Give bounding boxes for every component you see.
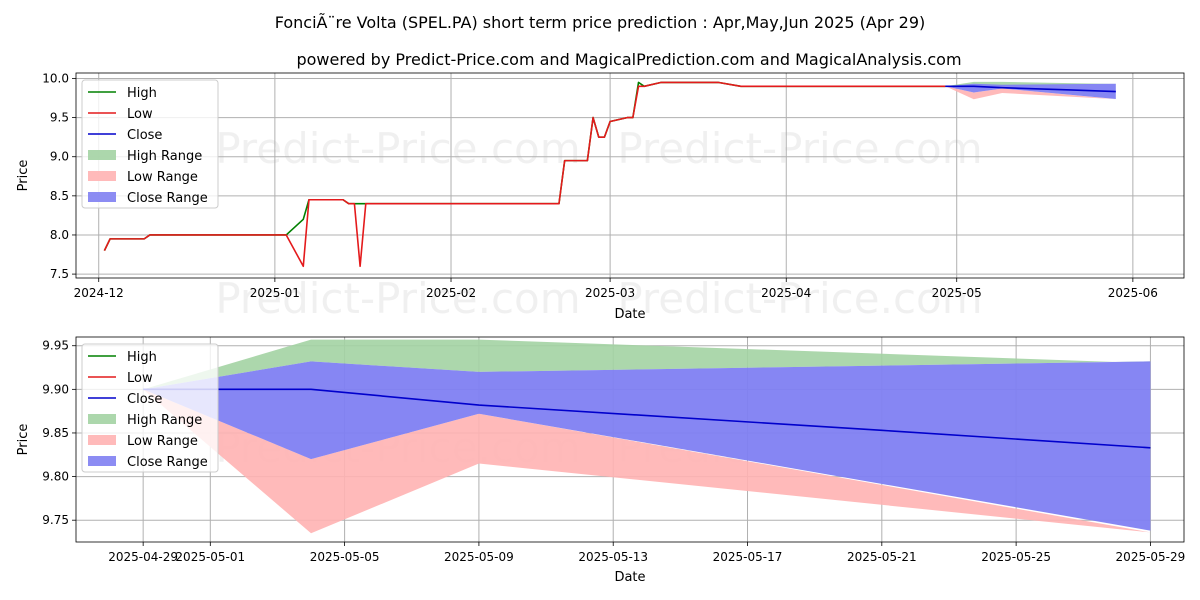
x-axis-label: Date (614, 307, 645, 322)
y-axis-label: Price (16, 160, 31, 192)
close-range-legend-swatch (88, 456, 116, 466)
y-tick-label: 9.95 (42, 339, 69, 353)
watermark-text: Predict-Price.com (617, 124, 982, 173)
watermark-text: Predict-Price.com (215, 274, 580, 323)
watermark-text: Predict-Price.com (215, 124, 580, 173)
high-range-legend-swatch (88, 150, 116, 160)
legend-label-low: Low (127, 371, 153, 386)
x-tick-label: 2025-05-05 (310, 550, 380, 564)
axes-frame (75, 72, 1185, 279)
close-range-band (143, 361, 1151, 531)
legend-label-high-range: High Range (127, 149, 202, 164)
y-tick-label: 8.0 (50, 228, 69, 242)
axes-frame (75, 336, 1185, 543)
plot-area (143, 339, 1151, 534)
low-range-legend-swatch (88, 171, 116, 181)
x-tick-label: 2025-05-13 (578, 550, 648, 564)
low-range-band (143, 389, 1151, 534)
legend-label-close: Close (127, 392, 162, 407)
y-tick-label: 9.5 (50, 111, 69, 125)
legend: High Low Close High Range Low Range Close Ran… (81, 79, 219, 209)
x-tick-label: 2025-05-21 (847, 550, 917, 564)
x-tick-label: 2025-05-17 (713, 550, 783, 564)
close-range-legend-swatch (88, 192, 116, 202)
x-tick-label: 2025-05-29 (1116, 550, 1186, 564)
y-tick-label: 9.80 (42, 470, 69, 484)
y-tick-label: 10.0 (42, 71, 69, 85)
legend-label-close: Close (127, 128, 162, 143)
top-chart-panel: Predict-Price.com Predict-Price.com Predic… (16, 71, 1185, 323)
x-tick-label: 2025-02 (426, 286, 476, 300)
y-tick-label: 9.90 (42, 382, 69, 396)
high-range-band (143, 339, 1151, 390)
legend-label-high: High (127, 86, 157, 101)
x-tick-label: 2025-01 (250, 286, 300, 300)
x-tick-label: 2025-04-29 (108, 550, 178, 564)
legend-label-close-range: Close Range (127, 191, 208, 206)
x-tick-label: 2025-05-25 (981, 550, 1051, 564)
legend-label-low-range: Low Range (127, 170, 198, 185)
legend-label-low-range: Low Range (127, 434, 198, 449)
y-axis-label: Price (16, 424, 31, 456)
x-axis-label: Date (614, 570, 645, 585)
low-range-legend-swatch (88, 435, 116, 445)
y-tick-label: 9.75 (42, 513, 69, 527)
x-tick-label: 2024-12 (74, 286, 124, 300)
x-tick-label: 2025-06 (1108, 286, 1158, 300)
legend-label-high-range: High Range (127, 413, 202, 428)
x-tick-label: 2025-03 (585, 286, 635, 300)
x-tick-label: 2025-05 (932, 286, 982, 300)
chart-title: FonciÃ¨re Volta (SPEL.PA) short term pri… (275, 13, 926, 32)
y-tick-label: 8.5 (50, 189, 69, 203)
high-range-legend-swatch (88, 414, 116, 424)
y-tick-label: 9.85 (42, 426, 69, 440)
legend-label-low: Low (127, 107, 153, 122)
x-tick-label: 2025-05-01 (175, 550, 245, 564)
y-tick-label: 7.5 (50, 267, 69, 281)
y-tick-label: 9.0 (50, 150, 69, 164)
legend-label-high: High (127, 350, 157, 365)
x-tick-label: 2025-05-09 (444, 550, 514, 564)
x-tick-label: 2025-04 (761, 286, 811, 300)
bottom-chart-panel: Predict-Price.comPredict-Price.com2025-0… (16, 336, 1186, 585)
legend: High Low Close High Range Low Range Close Ran… (81, 343, 219, 473)
watermark-text: Predict-Price.com (617, 274, 982, 323)
plot-area (103, 81, 1116, 268)
legend-label-close-range: Close Range (127, 455, 208, 470)
low-line (103, 81, 946, 268)
chart-subtitle: powered by Predict-Price.com and Magical… (296, 50, 961, 69)
low-range-band (945, 86, 1116, 100)
